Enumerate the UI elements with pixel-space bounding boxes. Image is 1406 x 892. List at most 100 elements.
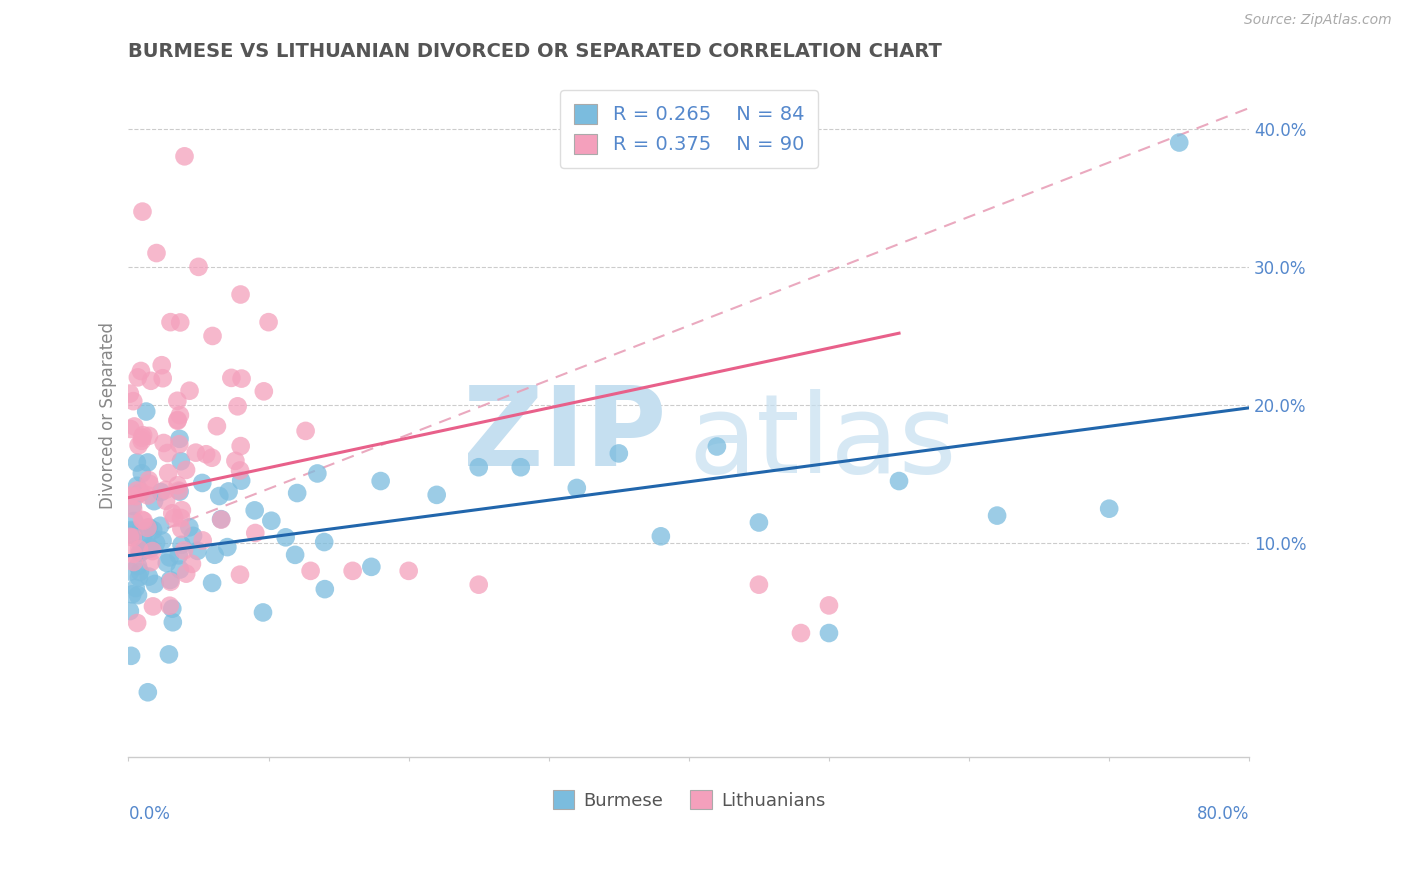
Point — [163, 510, 186, 524]
Point — [166, 393, 188, 408]
Point — [166, 478, 188, 492]
Point — [565, 481, 588, 495]
Point — [170, 522, 193, 536]
Point — [125, 483, 148, 498]
Point — [127, 370, 149, 384]
Point — [209, 512, 232, 526]
Point — [169, 562, 191, 576]
Point — [128, 486, 150, 500]
Point — [129, 484, 152, 499]
Point — [201, 329, 224, 343]
Point — [748, 577, 770, 591]
Point — [120, 523, 142, 537]
Point — [127, 588, 149, 602]
Point — [299, 564, 322, 578]
Point — [162, 506, 184, 520]
Point — [209, 512, 232, 526]
Point — [122, 514, 145, 528]
Point — [143, 494, 166, 508]
Point — [138, 520, 160, 534]
Point — [229, 439, 252, 453]
Point — [157, 466, 180, 480]
Point — [138, 540, 160, 554]
Point — [138, 569, 160, 583]
Point — [607, 446, 630, 460]
Point — [159, 315, 181, 329]
Text: Source: ZipAtlas.com: Source: ZipAtlas.com — [1244, 13, 1392, 28]
Point — [129, 536, 152, 550]
Point — [129, 565, 152, 579]
Point — [169, 484, 191, 499]
Point — [307, 467, 329, 481]
Point — [143, 577, 166, 591]
Text: BURMESE VS LITHUANIAN DIVORCED OR SEPARATED CORRELATION CHART: BURMESE VS LITHUANIAN DIVORCED OR SEPARA… — [128, 42, 942, 61]
Point — [169, 315, 191, 329]
Point — [128, 438, 150, 452]
Point — [121, 531, 143, 545]
Point — [790, 626, 813, 640]
Point — [159, 574, 181, 589]
Point — [205, 419, 228, 434]
Point — [152, 371, 174, 385]
Point — [229, 287, 252, 301]
Point — [170, 538, 193, 552]
Point — [145, 536, 167, 550]
Point — [260, 514, 283, 528]
Point — [127, 558, 149, 573]
Point — [136, 521, 159, 535]
Point — [314, 535, 336, 549]
Point — [118, 489, 141, 503]
Point — [360, 559, 382, 574]
Point — [174, 463, 197, 477]
Point — [201, 576, 224, 591]
Point — [370, 474, 392, 488]
Point — [1098, 501, 1121, 516]
Point — [150, 358, 173, 372]
Point — [169, 432, 191, 446]
Point — [120, 565, 142, 579]
Point — [173, 543, 195, 558]
Point — [398, 564, 420, 578]
Point — [173, 149, 195, 163]
Point — [986, 508, 1008, 523]
Point — [818, 626, 841, 640]
Point — [149, 518, 172, 533]
Point — [231, 371, 253, 385]
Point — [139, 555, 162, 569]
Point — [152, 533, 174, 548]
Point — [118, 604, 141, 618]
Point — [120, 648, 142, 663]
Point — [122, 502, 145, 516]
Point — [229, 567, 252, 582]
Point — [706, 440, 728, 454]
Point — [122, 555, 145, 569]
Point — [252, 606, 274, 620]
Point — [134, 524, 156, 539]
Point — [121, 587, 143, 601]
Point — [156, 556, 179, 570]
Point — [152, 436, 174, 450]
Text: ZIP: ZIP — [463, 383, 666, 490]
Point — [136, 685, 159, 699]
Point — [138, 476, 160, 491]
Point — [131, 204, 153, 219]
Point — [139, 541, 162, 556]
Point — [162, 615, 184, 630]
Point — [131, 431, 153, 445]
Point — [169, 408, 191, 422]
Point — [135, 404, 157, 418]
Point — [125, 455, 148, 469]
Legend: Burmese, Lithuanians: Burmese, Lithuanians — [546, 783, 832, 817]
Point — [125, 479, 148, 493]
Point — [121, 499, 143, 513]
Point — [226, 400, 249, 414]
Point — [426, 488, 449, 502]
Point — [201, 450, 224, 465]
Point — [257, 315, 280, 329]
Point — [122, 547, 145, 561]
Point — [142, 599, 165, 614]
Point — [120, 422, 142, 436]
Point — [467, 460, 489, 475]
Point — [128, 542, 150, 557]
Point — [122, 528, 145, 542]
